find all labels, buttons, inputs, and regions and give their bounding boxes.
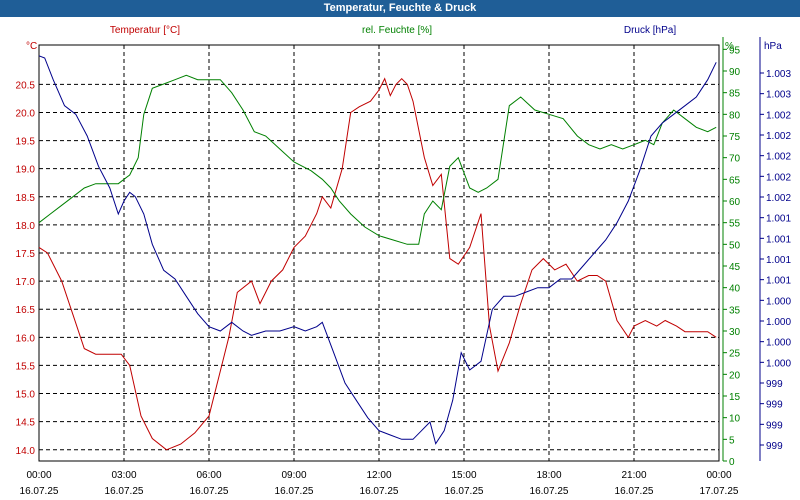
- pressure-tick-label: 1.000: [766, 296, 791, 307]
- date-tick-label: 16.07.25: [360, 486, 399, 497]
- series-layer: [38, 55, 717, 451]
- humidity-tick-label: 55: [729, 219, 741, 230]
- legend-pressure: Druck [hPa]: [624, 25, 676, 36]
- chart-title: Temperatur, Feuchte & Druck: [0, 0, 800, 17]
- pressure-axis: 1.003 1.003 1.002 1.002 1.002 1.002 1.002 1.001…: [759, 37, 791, 461]
- temperature-tick-label: 17.5: [16, 249, 36, 260]
- humidity-tick-label: 20: [729, 370, 741, 381]
- humidity-tick-label: 80: [729, 110, 741, 121]
- temperature-tick-label: 17.0: [16, 277, 36, 288]
- time-tick-label: 18:00: [536, 470, 561, 481]
- time-axis: 00:00 16.07.25 03:00 16.07.25 06:00 16.07.25 0…: [20, 470, 739, 497]
- time-tick-label: 12:00: [366, 470, 391, 481]
- time-tick-label: 03:00: [111, 470, 136, 481]
- humidity-tick-label: 50: [729, 240, 741, 251]
- temperature-tick-label: 19.5: [16, 137, 36, 148]
- temperature-tick-label: 16.0: [16, 333, 36, 344]
- humidity-tick-label: 40: [729, 284, 741, 295]
- pressure-tick-label: 999: [766, 441, 783, 452]
- gridlines: [39, 45, 719, 461]
- humidity-tick-label: 60: [729, 197, 741, 208]
- date-tick-label: 16.07.25: [530, 486, 569, 497]
- humidity-tick-label: 70: [729, 154, 741, 165]
- temperature-tick-label: 18.0: [16, 221, 36, 232]
- pressure-tick-label: 1.002: [766, 193, 791, 204]
- pressure-tick-label: 1.000: [766, 317, 791, 328]
- pressure-tick-label: 1.003: [766, 69, 791, 80]
- temperature-tick-label: 16.5: [16, 305, 36, 316]
- series-line-temperature: [38, 77, 717, 451]
- pressure-tick-label: 999: [766, 420, 783, 431]
- date-tick-label: 17.07.25: [700, 486, 739, 497]
- temperature-tick-label: 20.0: [16, 108, 36, 119]
- temperature-tick-label: 18.5: [16, 193, 36, 204]
- series-line-humidity: [38, 74, 717, 245]
- series-line-pressure: [38, 55, 717, 445]
- humidity-tick-label: 0: [729, 457, 735, 468]
- temperature-tick-label: 19.0: [16, 165, 36, 176]
- humidity-tick-label: 95: [729, 45, 741, 56]
- pressure-tick-label: 1.002: [766, 131, 791, 142]
- time-tick-label: 00:00: [26, 470, 51, 481]
- pressure-unit-label: hPa: [764, 41, 782, 52]
- humidity-unit-label: %: [725, 41, 734, 52]
- time-tick-label: 06:00: [196, 470, 221, 481]
- pressure-tick-label: 1.002: [766, 152, 791, 163]
- humidity-tick-label: 90: [729, 67, 741, 78]
- humidity-axis: 0 5 10 15 20 25 30 35 40 45 50 55 60 65 70 75 80 85 90 95%: [722, 37, 741, 468]
- pressure-tick-label: 1.001: [766, 255, 791, 266]
- date-tick-label: 16.07.25: [445, 486, 484, 497]
- date-tick-label: 16.07.25: [190, 486, 229, 497]
- temperature-tick-label: 15.0: [16, 390, 36, 401]
- date-tick-label: 16.07.25: [615, 486, 654, 497]
- humidity-tick-label: 5: [729, 435, 735, 446]
- legend-humidity: rel. Feuchte [%]: [362, 25, 432, 36]
- temperature-tick-label: 15.5: [16, 361, 36, 372]
- date-tick-label: 16.07.25: [105, 486, 144, 497]
- temperature-unit-label: °C: [26, 41, 37, 52]
- pressure-tick-label: 1.002: [766, 172, 791, 183]
- pressure-tick-label: 1.000: [766, 338, 791, 349]
- legend-temperature: Temperatur [°C]: [110, 25, 180, 36]
- time-tick-label: 21:00: [621, 470, 646, 481]
- humidity-tick-label: 10: [729, 414, 741, 425]
- humidity-tick-label: 30: [729, 327, 741, 338]
- time-tick-label: 00:00: [706, 470, 731, 481]
- pressure-tick-label: 1.000: [766, 358, 791, 369]
- pressure-tick-label: 999: [766, 379, 783, 390]
- time-tick-label: 09:00: [281, 470, 306, 481]
- humidity-tick-label: 25: [729, 349, 741, 360]
- time-tick-label: 15:00: [451, 470, 476, 481]
- temperature-tick-label: 20.5: [16, 80, 36, 91]
- date-tick-label: 16.07.25: [275, 486, 314, 497]
- pressure-tick-label: 1.003: [766, 90, 791, 101]
- temperature-axis: 14.0 14.5 15.0 15.5 16.0 16.5 17.0 17.5 18.0 18.5…: [16, 41, 38, 457]
- temperature-tick-label: 14.0: [16, 446, 36, 457]
- date-tick-label: 16.07.25: [20, 486, 59, 497]
- temperature-tick-label: 14.5: [16, 418, 36, 429]
- humidity-tick-label: 85: [729, 89, 741, 100]
- humidity-tick-label: 45: [729, 262, 741, 273]
- humidity-tick-label: 15: [729, 392, 741, 403]
- pressure-tick-label: 1.001: [766, 276, 791, 287]
- series-legend: Temperatur [°C] rel. Feuchte [%] Druck [hP…: [110, 25, 676, 36]
- pressure-tick-label: 1.001: [766, 214, 791, 225]
- humidity-tick-label: 65: [729, 175, 741, 186]
- pressure-tick-label: 1.001: [766, 234, 791, 245]
- humidity-tick-label: 35: [729, 305, 741, 316]
- humidity-tick-label: 75: [729, 132, 741, 143]
- pressure-tick-label: 999: [766, 400, 783, 411]
- pressure-tick-label: 1.002: [766, 110, 791, 121]
